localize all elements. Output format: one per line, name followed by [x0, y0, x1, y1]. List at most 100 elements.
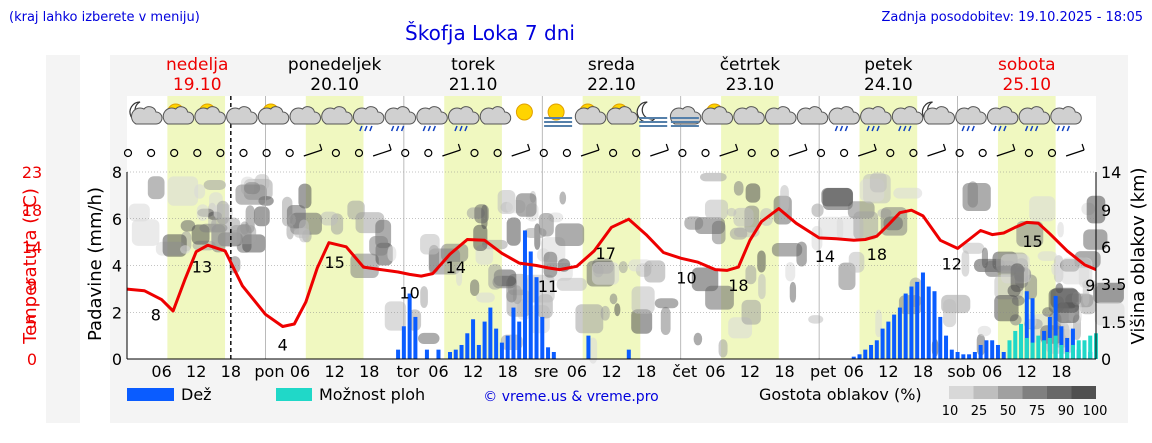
cloud-blob	[729, 227, 748, 240]
temperature-label: 17	[596, 244, 616, 263]
cloud-blob	[995, 265, 1026, 274]
cloud-blob	[745, 265, 757, 285]
cloud-blob	[1071, 291, 1082, 306]
rain-drop	[839, 125, 844, 132]
day-name-label: nedelja	[166, 55, 228, 75]
rain-drop	[961, 125, 965, 132]
temperature-label: 18	[867, 245, 887, 264]
shower-bar	[1024, 337, 1029, 359]
cloud-blob	[1083, 229, 1108, 250]
wind-barb-icon	[372, 149, 392, 157]
rain-drop	[1034, 125, 1039, 132]
cloud-blob	[180, 245, 191, 254]
rain-bar	[857, 354, 862, 359]
cloud-blob	[691, 267, 719, 292]
cloud-blob	[476, 292, 495, 303]
cloud-blob	[287, 214, 297, 226]
sun-shape	[547, 103, 565, 121]
sun-cloud-icon	[606, 103, 638, 125]
cloud-density-level: 10	[942, 404, 959, 419]
hour-tick-label: 18	[497, 362, 517, 381]
cloud-density-swatch	[1071, 386, 1096, 399]
wind-barb-icon	[511, 149, 530, 157]
cloud-blob	[757, 250, 766, 273]
rain-drop	[834, 125, 839, 132]
cloud-blob	[180, 220, 196, 232]
cloud-blob	[609, 293, 618, 305]
rain-drop	[454, 125, 458, 132]
hour-tick-label: 12	[601, 362, 621, 381]
cloud-shape	[796, 106, 829, 125]
cloud-blob	[473, 224, 488, 251]
cloud-shape	[448, 106, 480, 125]
rain-drop	[1056, 125, 1060, 132]
rain-drop	[395, 125, 400, 132]
hour-tick-label: 06	[290, 362, 310, 381]
rain-bar	[903, 293, 908, 359]
sun-cloud-icon	[257, 103, 290, 125]
hour-tick-label: 06	[705, 362, 725, 381]
rain-cloud-icon	[1050, 106, 1082, 132]
cloud-blob	[515, 193, 537, 217]
precipitation-tick: 8	[112, 163, 122, 182]
rain-bar	[949, 349, 954, 359]
rain-bar	[1053, 295, 1058, 359]
cloud-height-tick: 0	[1101, 350, 1111, 369]
cloud-blob	[196, 204, 209, 221]
rain-bar	[546, 347, 551, 359]
temperature-label: 15	[324, 253, 344, 272]
cloud-blob	[614, 303, 621, 317]
rain-bar	[897, 307, 902, 359]
rain-drop	[908, 125, 912, 132]
cloud-density-level: 25	[971, 404, 988, 419]
rain-bar	[424, 349, 429, 359]
calm-wind-icon	[747, 148, 756, 158]
page-title: Škofja Loka 7 dni	[405, 21, 575, 45]
cloud-blob	[591, 262, 620, 285]
cloud-blob	[967, 181, 978, 208]
cloud-blob	[631, 286, 655, 314]
rain-bar	[932, 291, 937, 359]
hour-tick-label: 06	[844, 362, 864, 381]
rain-bar	[1065, 337, 1070, 359]
cloud-blob	[660, 306, 671, 335]
shower-bar	[1070, 344, 1075, 359]
rain-bar	[448, 351, 452, 359]
calm-wind-icon	[285, 148, 294, 158]
cloud-icon	[765, 106, 797, 125]
cloud-blob	[387, 246, 397, 262]
rain-drop	[971, 125, 975, 132]
cloud-blob	[796, 241, 807, 267]
location-hint[interactable]: (kraj lahko izberete v meniju)	[9, 10, 200, 25]
cloud-shape	[321, 106, 353, 125]
cloud-blob	[555, 223, 585, 247]
cloud-density-legend-title: Gostota oblakov (%)	[759, 385, 922, 404]
wind-barb-tick	[527, 143, 531, 151]
cloud-blob	[1051, 262, 1059, 276]
credit-link[interactable]: © vreme.us & vreme.pro	[483, 389, 658, 405]
cloud-blob	[780, 184, 789, 213]
cloud-icon	[321, 106, 353, 125]
cloud-blob	[384, 301, 407, 331]
cloud-shape	[891, 106, 924, 125]
cloud-density-swatch	[949, 386, 974, 399]
cloud-blob	[194, 184, 206, 199]
rain-bar	[990, 340, 995, 359]
temperature-label: 9	[1085, 276, 1095, 295]
rain-bar	[869, 344, 874, 359]
rain-drop	[1003, 125, 1007, 132]
cloud-shape	[1050, 106, 1082, 125]
cloud-blob	[817, 216, 844, 240]
calm-wind-icon	[839, 148, 849, 158]
rain-legend-label: Dež	[181, 385, 212, 404]
cloud-blob	[789, 281, 797, 303]
cloud-blob	[962, 242, 985, 254]
cloud-shape	[765, 106, 797, 125]
cloud-density-swatch	[973, 386, 998, 399]
cloud-blob	[488, 264, 502, 290]
cloud-blob	[745, 183, 761, 203]
shower-bar	[1036, 335, 1041, 359]
temperature-axis-title: Temperatura (°C)	[20, 188, 41, 345]
cloud-blob	[684, 216, 704, 230]
